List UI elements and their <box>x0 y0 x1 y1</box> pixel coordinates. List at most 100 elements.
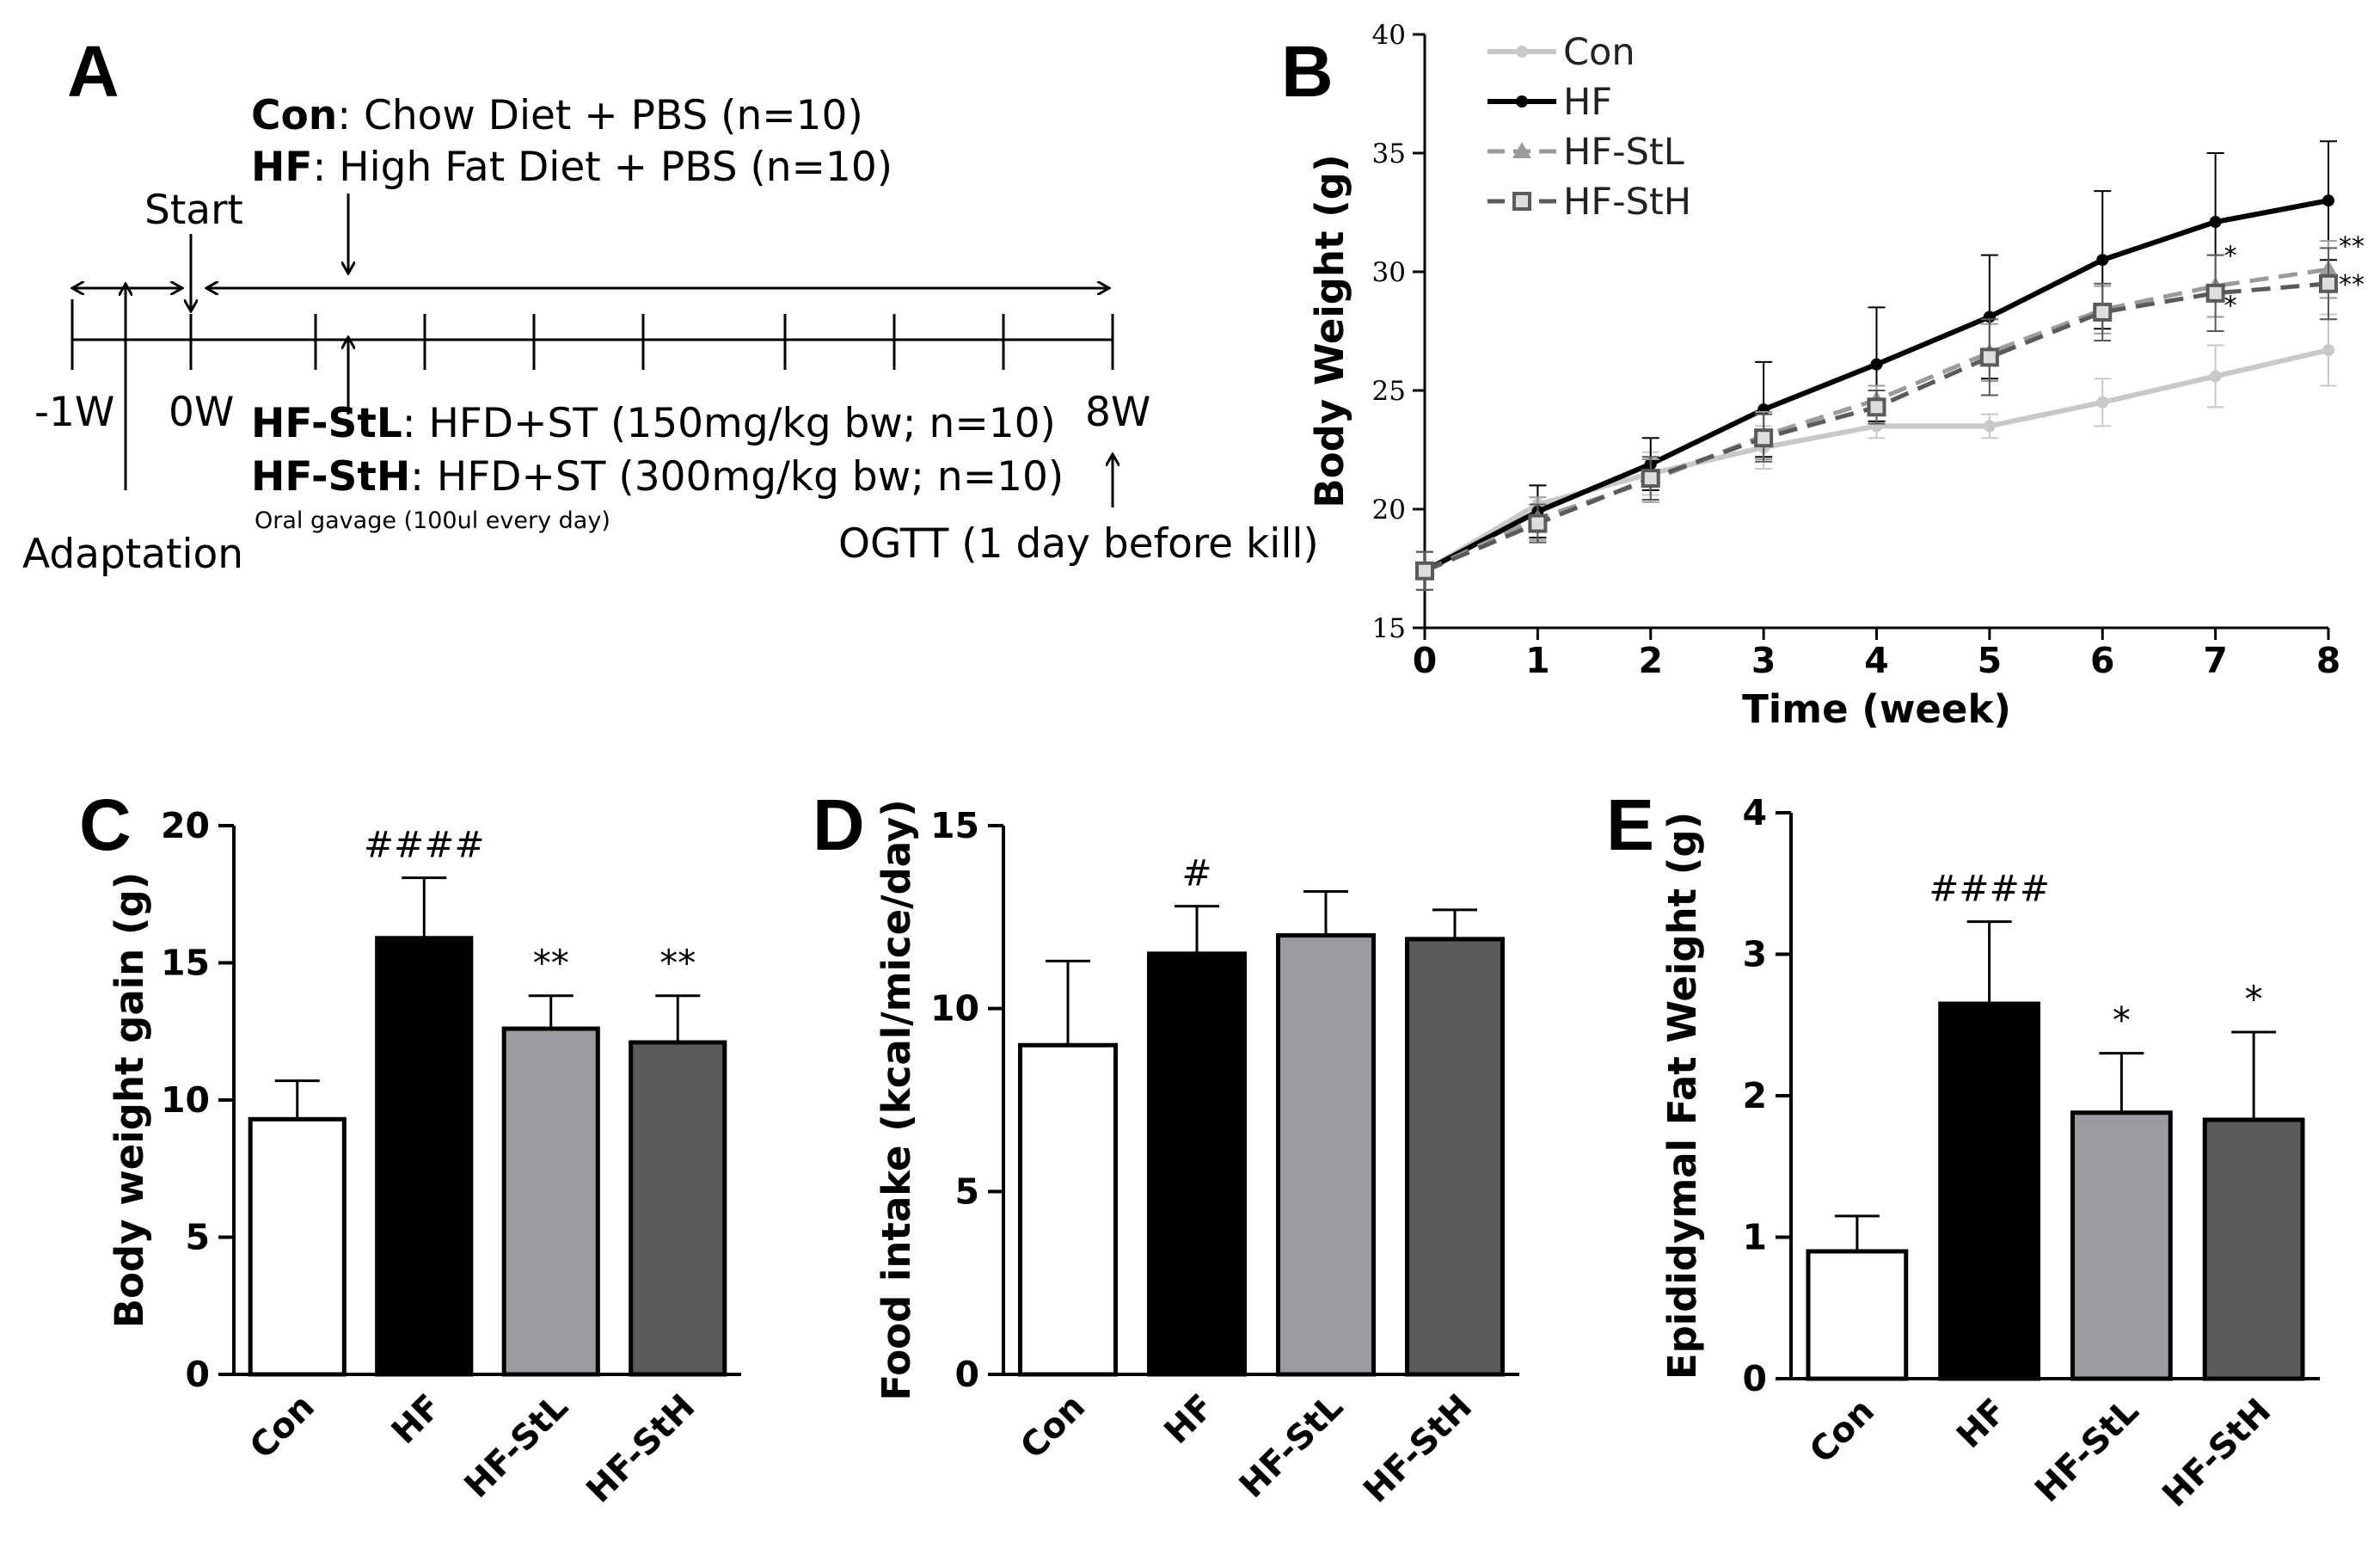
timeline-ticks <box>71 299 1114 370</box>
y-tick-label: 5 <box>185 1217 210 1258</box>
series-sth <box>1415 247 2338 591</box>
data-point <box>2322 194 2334 207</box>
data-point <box>1415 561 1434 581</box>
y-axis-label: Body Weight (g) <box>1307 154 1353 507</box>
significance-mark: #### <box>1929 868 2050 910</box>
y-tick-label: 0 <box>1742 1358 1767 1399</box>
significance-mark: ** <box>2339 232 2365 262</box>
data-point <box>1983 420 1996 433</box>
tick-label-8w: 8W <box>1085 389 1150 436</box>
data-point <box>2205 283 2225 303</box>
group-hf-desc: : High Fat Diet + PBS (n=10) <box>312 144 892 191</box>
data-point <box>2209 370 2222 383</box>
x-tick-label: 8 <box>2316 640 2341 681</box>
data-point <box>1528 513 1548 533</box>
chart-weight-gain: 0 5 10 15 20 Con HF #### HF-StL ** HF-StH ** Body we… <box>107 805 741 1510</box>
group-con-desc: : Chow Diet + PBS (n=10) <box>337 92 863 139</box>
category-label: Con <box>1802 1392 1882 1472</box>
legend-label-sth: HF-StH <box>1563 181 1691 224</box>
panel-letter-a: A <box>67 31 120 112</box>
y-tick-label: 20 <box>1372 495 1406 526</box>
significance-mark: ** <box>533 942 569 984</box>
x-tick-label: 5 <box>1978 640 2003 681</box>
legend-marker <box>1512 142 1531 158</box>
legend-marker <box>1516 46 1528 58</box>
bar-con <box>1018 1042 1118 1377</box>
start-label: Start <box>144 187 243 234</box>
data-point <box>1979 347 1999 367</box>
category-label: Con <box>1013 1387 1093 1467</box>
group-stl-label: HF-StL <box>251 400 402 447</box>
y-tick-label: 0 <box>954 1354 979 1395</box>
group-con-line: Con: Chow Diet + PBS (n=10) <box>251 92 863 139</box>
y-axis-label: Food intake (kcal/mice/day) <box>874 799 919 1400</box>
data-point <box>2096 254 2109 267</box>
legend-label-con: Con <box>1563 31 1635 74</box>
group-stl-line: HF-StL: HFD+ST (150mg/kg bw; n=10) <box>251 400 1056 447</box>
data-point <box>2093 302 2113 322</box>
significance-mark: # <box>1181 852 1211 894</box>
y-tick-label: 4 <box>1742 792 1767 833</box>
bar-hf-stl <box>1276 933 1376 1377</box>
x-tick-label: 6 <box>2090 640 2115 681</box>
y-axis-label: Body weight gain (g) <box>107 872 152 1328</box>
chart-epididymal-fat: 0 1 2 3 4 Con HF #### HF-StL * HF-StH * Epididymal F… <box>1659 792 2320 1515</box>
bar-hf <box>1147 951 1247 1377</box>
y-tick-label: 20 <box>161 805 210 846</box>
panel-c: C 0 5 10 15 20 Con HF #### HF-StL ** HF-StH ** Body … <box>79 784 741 1510</box>
x-tick-label: 3 <box>1751 640 1776 681</box>
group-sth-label: HF-StH <box>251 453 410 501</box>
y-tick-label: 25 <box>1372 376 1406 407</box>
category-label: HF-StL <box>2027 1392 2146 1510</box>
bar-hf-sth <box>2202 1117 2305 1381</box>
x-tick-label: 7 <box>2203 640 2228 681</box>
bar-con <box>1806 1249 1909 1381</box>
data-point <box>1641 469 1660 489</box>
group-sth-desc: : HFD+ST (300mg/kg bw; n=10) <box>410 453 1064 501</box>
category-label: HF <box>1949 1392 2015 1457</box>
gavage-note: Oral gavage (100ul every day) <box>255 507 610 534</box>
group-stl-desc: : HFD+ST (150mg/kg bw; n=10) <box>402 400 1056 447</box>
bar-hf-stl <box>2070 1110 2173 1381</box>
ogtt-label: OGTT (1 day before kill) <box>838 520 1319 568</box>
category-label: Con <box>242 1387 322 1467</box>
data-point <box>2096 396 2109 409</box>
x-tick-label: 1 <box>1525 640 1550 681</box>
significance-mark: * <box>2113 999 2131 1042</box>
significance-mark: ** <box>2339 270 2365 300</box>
category-label: HF-StH <box>2155 1392 2279 1515</box>
y-axis-label: Epididymal Fat Weight (g) <box>1659 812 1705 1380</box>
category-label: HF <box>384 1387 450 1453</box>
panel-letter-d: D <box>813 784 865 865</box>
group-sth-line: HF-StH: HFD+ST (300mg/kg bw; n=10) <box>251 453 1064 501</box>
y-tick-label: 15 <box>161 943 210 984</box>
y-tick-label: 10 <box>930 988 979 1029</box>
y-tick-label: 3 <box>1742 934 1767 975</box>
significance-mark: * <box>2224 242 2237 272</box>
panel-d: D 0 5 10 15 Con HF # HF-StL HF-StH Food intake (k… <box>813 784 1519 1510</box>
significance-mark: * <box>2245 978 2263 1020</box>
chart-food-intake: 0 5 10 15 Con HF # HF-StL HF-StH Food intake (kca… <box>874 799 1519 1510</box>
data-point <box>1870 358 1883 371</box>
y-tick-label: 30 <box>1372 257 1406 288</box>
adaptation-label: Adaptation <box>22 531 243 578</box>
panel-letter-b: B <box>1281 31 1334 112</box>
y-tick-label: 15 <box>1372 613 1406 644</box>
chart-body-weight: 15 20 25 30 35 40 0 1 2 3 4 5 6 7 8 Time (week) Body Wei… <box>1307 20 2365 732</box>
category-label: HF-StL <box>1232 1387 1351 1506</box>
legend-marker <box>1516 95 1528 108</box>
panel-letter-e: E <box>1606 784 1654 865</box>
category-label: HF-StH <box>579 1387 702 1511</box>
y-tick-label: 2 <box>1742 1075 1767 1116</box>
group-con-label: Con <box>251 92 337 139</box>
panel-a: A Con: Chow Diet + PBS (n=10) HF: High F… <box>22 31 1319 578</box>
bar-hf-sth <box>1405 937 1505 1377</box>
x-axis-label: Time (week) <box>1742 686 2011 732</box>
x-tick-label: 2 <box>1638 640 1663 681</box>
x-tick-label: 4 <box>1864 640 1889 681</box>
x-tick-label: 0 <box>1413 640 1438 681</box>
legend-label-hf: HF <box>1563 81 1612 124</box>
significance-mark: ** <box>659 942 696 984</box>
bar-hf <box>1938 1001 2041 1381</box>
